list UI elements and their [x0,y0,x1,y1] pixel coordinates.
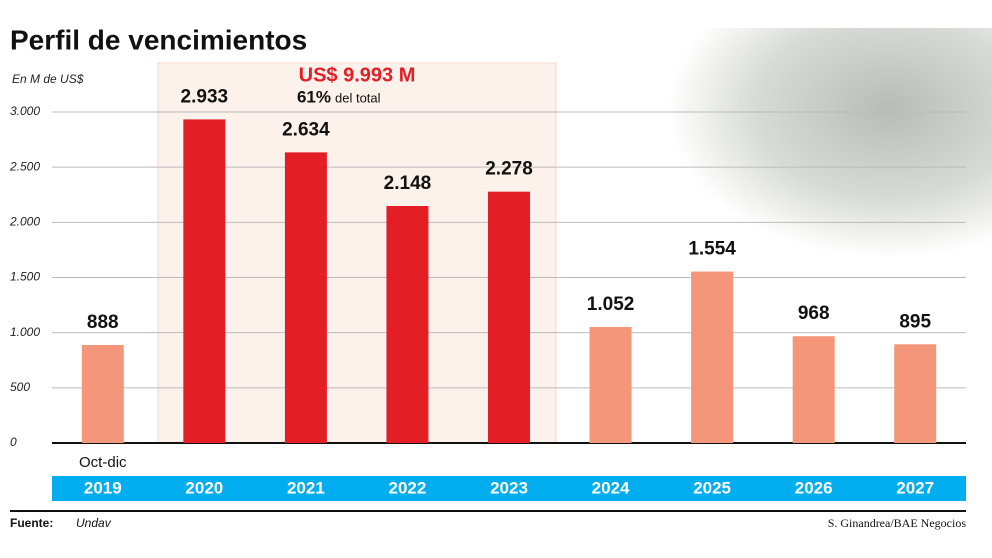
value-label: 1.554 [688,239,736,260]
x-tick-label: 2024 [592,478,630,497]
bar [284,152,327,443]
y-tick-label: 1.000 [10,325,40,339]
y-tick-label: 0 [10,435,17,449]
y-tick-label: 3.000 [10,104,40,118]
x-tick-label: 2027 [896,478,934,497]
y-tick-label: 500 [10,380,30,394]
source-label: Fuente: [10,516,53,530]
highlight-share-text: del total [335,90,381,105]
x-tick-label: 2026 [795,478,833,497]
x-sublabel: Oct-dic [79,454,127,471]
y-tick-label: 2.000 [9,215,40,229]
source: Undav [76,516,112,530]
value-label: 968 [798,303,830,324]
chart-title: Perfil de vencimientos [10,24,307,55]
credit: S. Ginandrea/BAE Negocios [828,516,967,530]
value-label: 895 [899,311,931,332]
value-label: 1.052 [587,294,635,315]
y-tick-label: 2.500 [9,159,40,173]
value-label: 888 [87,312,119,333]
bar [589,326,632,443]
unit-label: En M de US$ [12,72,84,86]
x-tick-label: 2020 [185,478,223,497]
y-tick-label: 1.500 [10,270,40,284]
highlight-amount: US$ 9.993 M [299,64,416,86]
bar [792,336,835,443]
value-label: 2.634 [282,119,330,140]
photo [650,28,992,258]
bar [183,119,226,443]
value-label: 2.933 [181,86,229,107]
bar [81,345,124,443]
value-label: 2.148 [384,173,432,194]
x-tick-label: 2021 [287,478,325,497]
bar [386,206,429,443]
value-label: 2.278 [485,159,533,180]
bar [691,271,734,443]
bar [488,191,530,443]
x-tick-label: 2025 [693,478,731,497]
bar [894,344,937,443]
x-tick-label: 2023 [490,478,528,497]
x-tick-label: 2022 [389,478,427,497]
highlight-share: 61% [297,87,331,106]
x-tick-label: 2019 [84,478,122,497]
year-band [52,476,966,501]
